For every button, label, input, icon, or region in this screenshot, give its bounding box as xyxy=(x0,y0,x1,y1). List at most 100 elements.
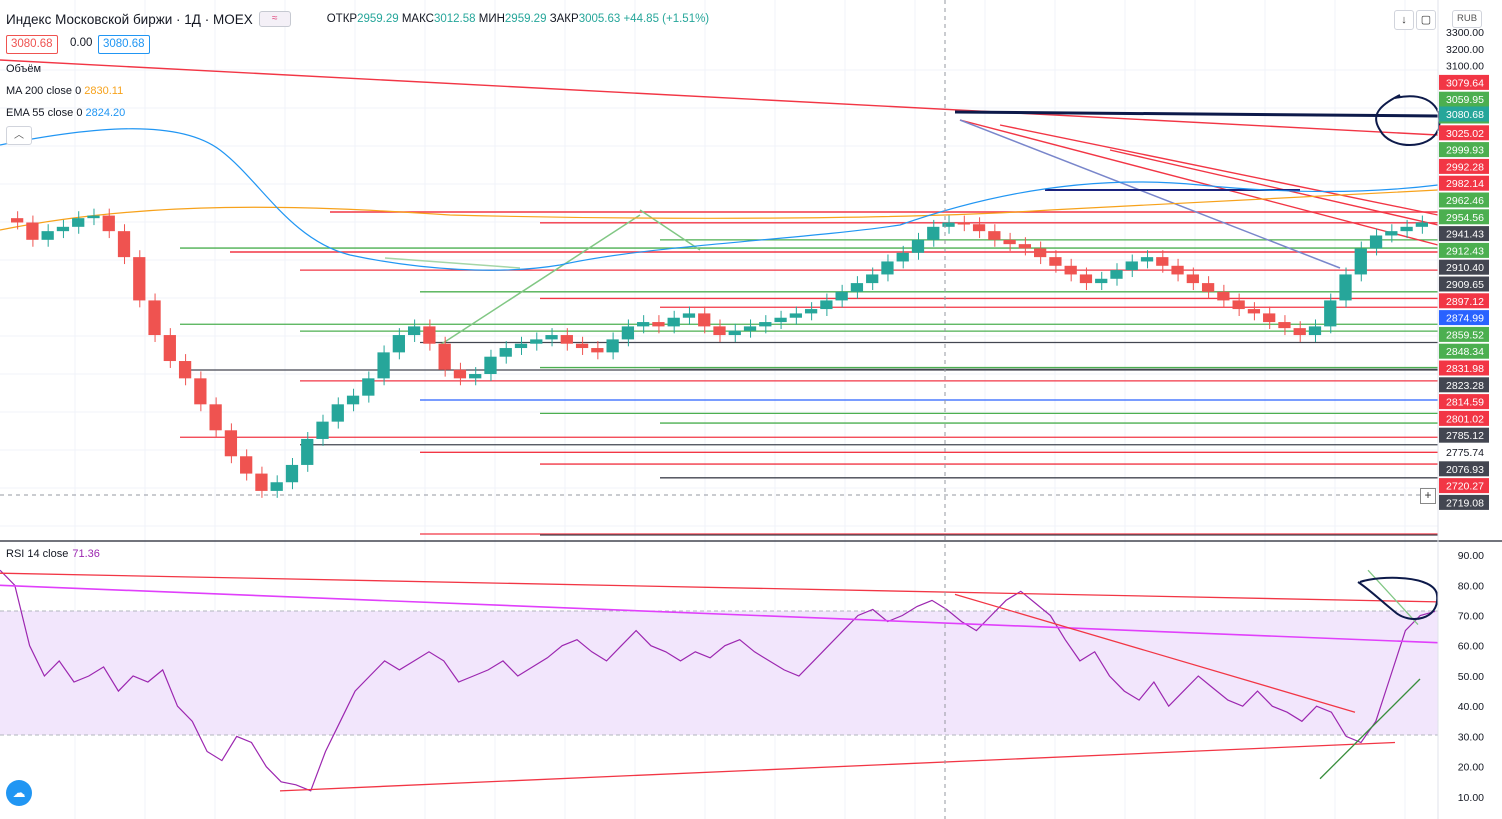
candle xyxy=(1171,265,1184,275)
trend-line xyxy=(439,214,641,346)
sell-price-box[interactable]: 3080.68 xyxy=(6,35,58,54)
ema-55-line xyxy=(0,128,1439,271)
candle xyxy=(1263,313,1276,323)
candle xyxy=(637,322,650,327)
ma-200-line xyxy=(0,189,1439,231)
candle xyxy=(11,218,24,223)
candle xyxy=(1278,322,1291,329)
candle xyxy=(988,231,1001,240)
candle xyxy=(56,226,70,232)
price-label-bg xyxy=(1439,478,1489,494)
moving-averages xyxy=(0,128,1439,271)
price-tick-label: 2992.28 xyxy=(1446,161,1484,173)
candle xyxy=(1232,300,1245,310)
price-label-bg xyxy=(1439,310,1489,326)
price-label-bg xyxy=(1439,394,1489,410)
price-tick-label: 2801.02 xyxy=(1446,413,1484,425)
rsi-indicator-label[interactable]: RSI 14 close 71.36 xyxy=(6,548,100,560)
price-label-bg xyxy=(1439,125,1489,141)
candle xyxy=(1156,257,1169,266)
candle xyxy=(102,215,115,232)
volume-indicator-label[interactable]: Объём xyxy=(6,63,42,75)
price-tick-label: 2941.43 xyxy=(1446,229,1484,241)
candle xyxy=(1369,235,1383,249)
price-tick-label: 2962.46 xyxy=(1446,195,1484,207)
candle xyxy=(1293,328,1306,336)
rsi-trend-line xyxy=(954,593,1356,713)
price-label-bg xyxy=(1439,242,1489,258)
candle xyxy=(530,339,543,344)
candle xyxy=(377,352,390,379)
price-label-bg xyxy=(1439,192,1489,208)
candle xyxy=(453,369,467,379)
highlight-circle xyxy=(1375,94,1441,146)
price-label-bg xyxy=(1439,142,1489,158)
price-axis: 3300.003200.003100.003079.643059.953050.… xyxy=(1439,27,1489,510)
rsi-tick-label: 40.00 xyxy=(1458,701,1484,713)
price-tick-label: 2909.65 xyxy=(1446,279,1484,291)
rsi-trend-line xyxy=(279,741,1396,792)
trend-lines xyxy=(0,59,1439,346)
price-tick-label: 2874.99 xyxy=(1446,313,1484,325)
candle xyxy=(1201,283,1215,292)
ma-indicator-label[interactable]: MA 200 close 0 2830.11 xyxy=(6,85,124,97)
current-price-tag-bg xyxy=(1439,106,1489,122)
symbol-title[interactable]: Индекс Московской биржи · 1Д · MOEX xyxy=(6,11,253,27)
candle xyxy=(972,224,986,232)
arrow-down-icon[interactable]: ↓ xyxy=(1394,10,1414,30)
candle xyxy=(804,309,818,314)
candle xyxy=(545,335,558,340)
rsi-trend-line xyxy=(1319,678,1421,780)
candle xyxy=(270,482,283,491)
add-plus-icon[interactable]: + xyxy=(1420,488,1436,504)
price-tick-label: 2954.56 xyxy=(1446,212,1484,224)
rsi-band xyxy=(0,611,1438,735)
price-tick-label: 3200.00 xyxy=(1446,44,1484,56)
tradingview-logo-icon[interactable]: ☁ xyxy=(6,780,32,806)
price-tick-label: 2859.52 xyxy=(1446,329,1484,341)
candle xyxy=(713,326,726,336)
candle xyxy=(911,239,925,253)
chevron-up-icon[interactable]: ︿ xyxy=(6,126,32,145)
price-tick-label: 3025.02 xyxy=(1446,128,1484,140)
candle xyxy=(1095,278,1108,284)
price-tick-label: 2785.12 xyxy=(1446,430,1484,442)
candle xyxy=(927,226,940,240)
candle xyxy=(881,261,894,275)
candle xyxy=(1385,231,1398,236)
price-tick-label: 2848.34 xyxy=(1446,346,1484,358)
candle xyxy=(1140,257,1154,262)
candle xyxy=(743,326,757,331)
spread-value: 0.00 xyxy=(70,37,93,49)
candle xyxy=(606,339,619,353)
buy-price-box[interactable]: 3080.68 xyxy=(98,35,150,54)
price-label-bg xyxy=(1439,461,1489,477)
candle xyxy=(178,361,192,379)
price-label-bg xyxy=(1439,410,1489,426)
price-label-bg xyxy=(1439,326,1489,342)
ema-indicator-label[interactable]: EMA 55 close 0 2824.20 xyxy=(6,107,126,119)
rsi-tick-label: 90.00 xyxy=(1458,550,1484,562)
change-value: +44.85 (+1.51%) xyxy=(623,13,710,25)
candle xyxy=(87,215,100,219)
trend-line xyxy=(959,119,1439,246)
price-label-bg xyxy=(1439,293,1489,309)
price-tick-label: 2910.40 xyxy=(1446,262,1484,274)
currency-label[interactable]: RUB xyxy=(1452,10,1482,28)
rsi-tick-label: 10.00 xyxy=(1458,792,1484,804)
price-tick-label: 3100.00 xyxy=(1446,61,1484,73)
candle xyxy=(652,322,665,327)
current-price-tag: 3080.68 xyxy=(1446,109,1484,121)
candle xyxy=(362,378,375,396)
price-tick-label: 2719.08 xyxy=(1446,497,1484,509)
candle xyxy=(26,222,39,240)
candle xyxy=(41,231,54,240)
maximize-icon[interactable]: ▢ xyxy=(1416,10,1436,30)
candle xyxy=(346,395,360,405)
compare-chip[interactable]: ≈ xyxy=(258,11,291,27)
rsi-tick-label: 80.00 xyxy=(1458,580,1484,592)
trend-line xyxy=(959,119,1341,269)
price-tick-label: 2982.14 xyxy=(1446,178,1484,190)
rsi-tick-label: 20.00 xyxy=(1458,762,1484,774)
